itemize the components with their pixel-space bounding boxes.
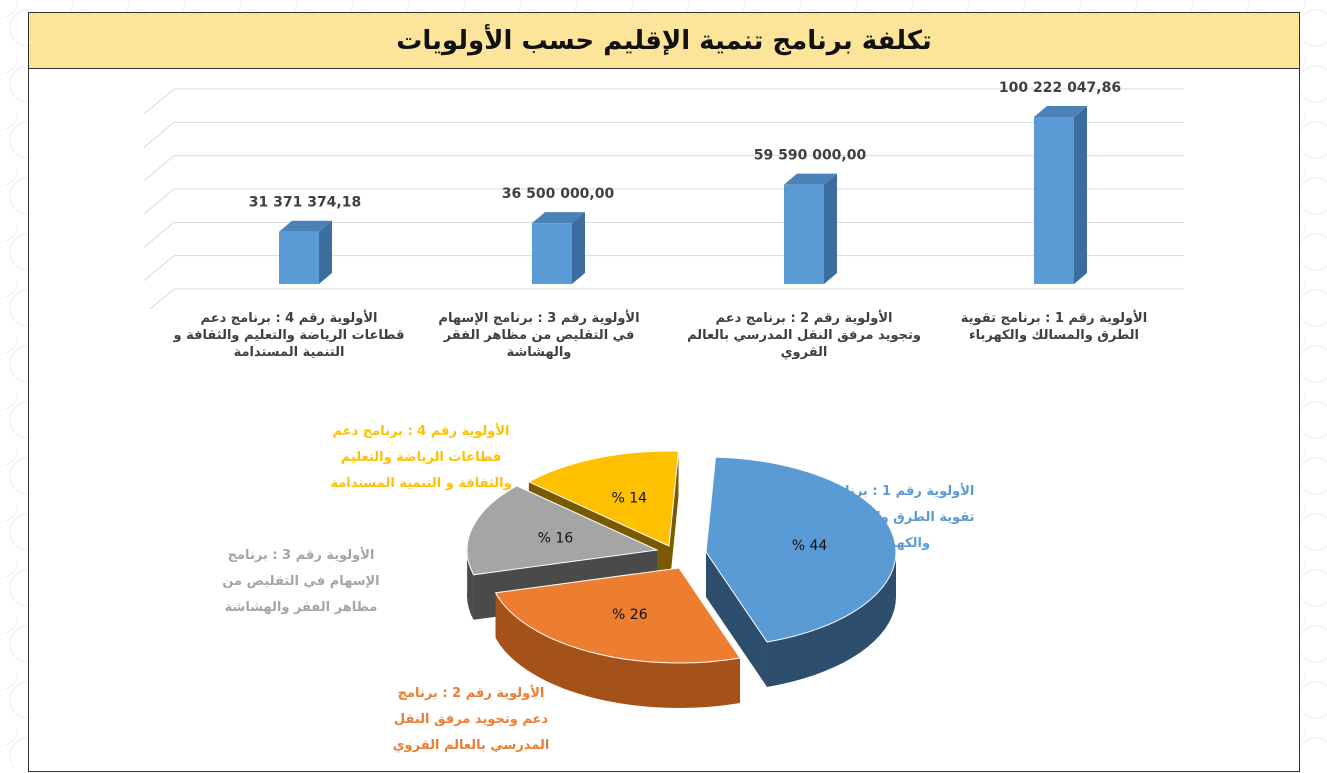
bar-side [319,220,332,284]
pie-slice-side [467,546,474,620]
gridline-depth [143,255,175,282]
pie-slice-label-line: الأولوية رقم 4 : برنامج دعم [332,424,510,439]
pie-slice-label-line: مظاهر الفقر والهشاشة [224,600,378,615]
pie-slice-side [767,551,896,687]
page-title: تكلفة برنامج تنمية الإقليم حسب الأولويات [29,13,1299,69]
pie-slice-label-line: والكهرباء [871,536,931,551]
bar-category-label: الأولوية رقم 1 : برنامج تقوية الطرق والمس… [934,310,1174,344]
pie-value-label: % 26 [612,607,648,623]
pie-value-label: % 44 [792,538,828,554]
pie-slice-wall [706,552,768,687]
chart-panel: تكلفة برنامج تنمية الإقليم حسب الأولويات… [28,12,1300,772]
bar-chart: 100 222 047,86 59 590 000,00 36 500 000,00… [143,80,1184,309]
bar-category-label-line: الأولوية رقم 4 : برنامج دعم [200,311,378,326]
bar-category-label-line: القروي [780,345,828,360]
bar-category-label-line: الأولوية رقم 2 : برنامج دعم [715,311,893,326]
bar-category-label-line: الطرق والمسالك والكهرباء [968,328,1140,343]
pie-slice-label-line: الأولوية رقم 3 : برنامج [227,548,375,563]
bar-value-label: 59 590 000,00 [754,148,867,164]
pie-value-label: % 16 [538,531,574,547]
bar-category-label-line: الأولوية رقم 3 : برنامج الإسهام [438,311,640,326]
gridline-depth [143,188,175,215]
pie-slice [494,567,741,664]
bar-category-label-line: الأولوية رقم 1 : برنامج تقوية [960,311,1148,326]
bar-side [824,173,837,284]
bar [532,223,572,284]
gridline-depth [149,288,175,309]
bar-category-label-line: وتجويد مرفق النقل المدرسي بالعالم [687,328,921,343]
bar-value-label: 31 371 374,18 [249,195,361,211]
pie-slice-label-line: قطاعات الرياضة والتعليم [340,450,502,465]
bar [1034,116,1074,284]
bar-category-label-line: قطاعات الرياضة والتعليم والثقافة و [173,328,405,343]
bar-top [532,212,585,224]
pie-slice-label: الأولوية رقم 2 : برنامج دعم وتجويد مرفق ا… [371,681,571,759]
gridline-depth [143,121,175,148]
bar-top [1034,105,1087,117]
bar-category-label-line: والهشاشة [506,345,572,360]
bar-category-label-line: في التقليص من مظاهر الفقر [443,328,635,343]
pie-value-label: % 14 [611,491,647,507]
pie-slice-side [495,592,741,708]
bar-side [1074,105,1087,284]
pie-slice-label-line: دعم وتجويد مرفق النقل [393,712,549,727]
gridline-depth [143,155,175,182]
bar-value-label: 36 500 000,00 [502,186,615,202]
bar [279,231,319,284]
pie-slice-label: الأولوية رقم 3 : برنامج الإسهام في التقلي… [201,543,401,621]
bar-side [572,212,585,284]
pie-chart: % 44 % 26 % 16 % 14 [466,450,897,708]
pie-slice [466,485,659,576]
bar [784,184,824,284]
bar-top [784,173,837,185]
pie-slice [705,456,897,643]
bar-category-label: الأولوية رقم 3 : برنامج الإسهام في التقلي… [419,310,659,361]
pie-slice-label-line: تقوية الطرق والمسالك [827,510,975,525]
pie-slice-label-line: والثقافة و التنمية المستدامة [330,476,512,491]
pie-slice-label-line: الإسهام في التقليص من [222,574,380,589]
pie-slice-label-line: الأولوية رقم 1 : برنامج [827,484,975,499]
bar-value-label: 100 222 047,86 [999,80,1121,96]
gridline-depth [143,221,175,248]
bar-category-label: الأولوية رقم 2 : برنامج دعم وتجويد مرفق ا… [684,310,924,361]
pie-slice-wall [669,451,679,591]
pie-slice-label: الأولوية رقم 4 : برنامج دعم قطاعات الرياض… [301,419,541,497]
bar-category-label-line: التنمية المستدامة [233,345,345,360]
gridline-depth [143,88,175,115]
pie-slice-label: الأولوية رقم 1 : برنامج تقوية الطرق والمس… [801,479,1001,557]
pie-slice [527,450,680,547]
pie-slice-label-line: المدرسي بالعالم القروي [392,738,550,753]
bar-top [279,220,332,232]
pie-slice-label-line: الأولوية رقم 2 : برنامج [397,686,545,701]
bar-category-label: الأولوية رقم 4 : برنامج دعم قطاعات الرياض… [169,310,409,361]
